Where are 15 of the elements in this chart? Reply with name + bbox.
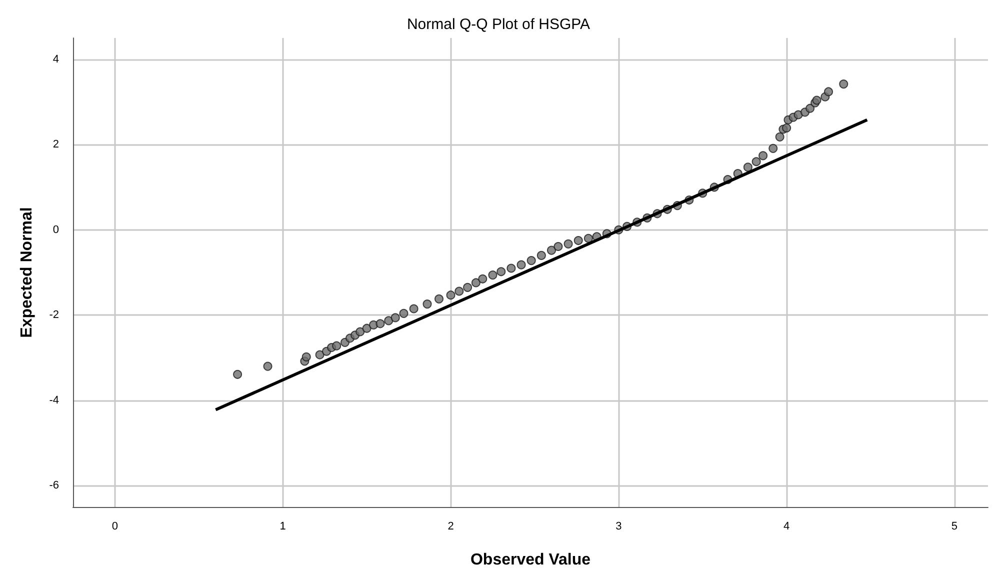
x-axis-title: Observed Value	[470, 552, 591, 568]
x-tick-label: 1	[280, 520, 286, 532]
x-tick-label: 3	[616, 520, 622, 532]
x-tick-label: 2	[448, 520, 454, 532]
chart-title: Normal Q-Q Plot of HSGPA	[406, 16, 590, 33]
y-tick-label: 0	[52, 224, 59, 236]
y-tick-label: -6	[49, 480, 59, 492]
y-tick-label: -2	[49, 309, 59, 322]
y-tick-label: 2	[52, 138, 59, 151]
x-tick-label: 5	[951, 520, 958, 532]
x-tick-label: 4	[783, 520, 790, 532]
y-tick-label: 4	[52, 53, 59, 66]
x-tick-label: 0	[112, 520, 118, 532]
y-tick-label: -4	[49, 394, 59, 406]
y-axis-title: Expected Normal	[18, 207, 36, 338]
